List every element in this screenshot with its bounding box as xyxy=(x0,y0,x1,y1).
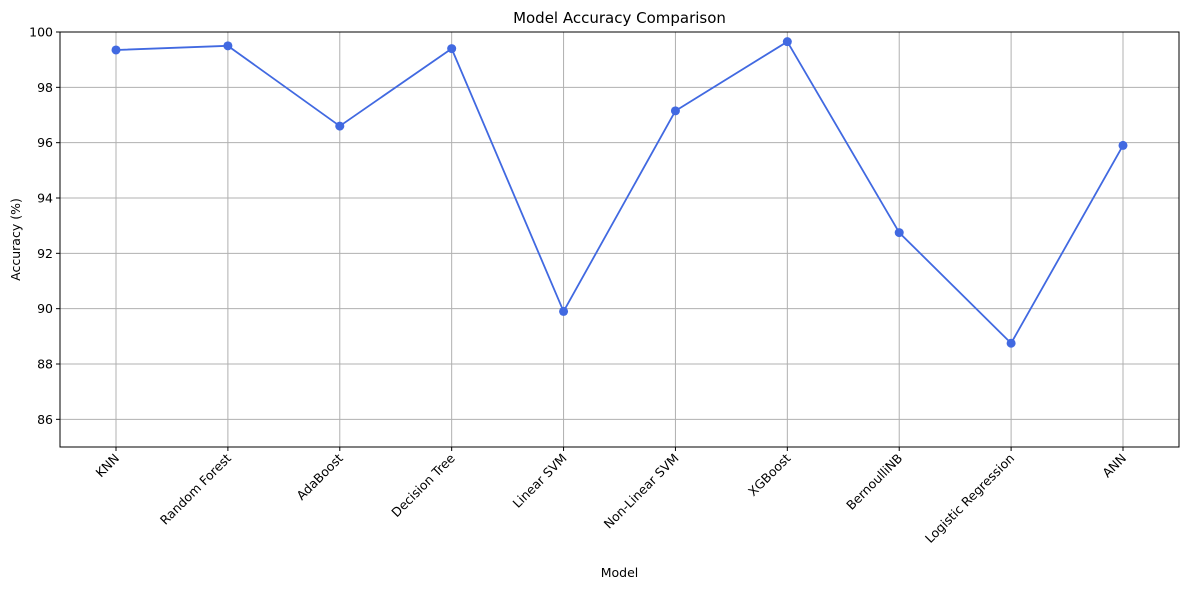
data-point xyxy=(559,306,569,316)
y-tick-label: 90 xyxy=(37,301,53,316)
x-tick-label: Decision Tree xyxy=(388,450,458,520)
x-tick-label: Random Forest xyxy=(157,450,234,527)
x-tick-label: ANN xyxy=(1099,451,1129,481)
x-tick-label: BernoulliNB xyxy=(843,451,905,513)
y-tick-label: 88 xyxy=(37,357,53,372)
x-tick-label: XGBoost xyxy=(745,450,794,499)
y-tick-label: 96 xyxy=(37,135,53,150)
data-point xyxy=(447,44,457,54)
x-tick-label: Linear SVM xyxy=(510,451,570,511)
x-tick-label: Logistic Regression xyxy=(922,451,1017,546)
data-point xyxy=(894,228,904,238)
series-line xyxy=(115,40,1124,345)
data-point xyxy=(111,45,121,55)
x-tick-label: Non-Linear SVM xyxy=(601,451,682,532)
data-point xyxy=(782,37,792,47)
plot-area-frame xyxy=(59,31,1180,448)
data-point xyxy=(335,121,345,131)
data-point xyxy=(223,41,233,51)
y-tick-label: 100 xyxy=(29,25,53,40)
x-axis-title: Model xyxy=(601,565,639,580)
data-point xyxy=(1006,338,1016,348)
y-tick-label: 92 xyxy=(37,246,53,261)
y-tick-label: 98 xyxy=(37,80,53,95)
y-tick-label: 86 xyxy=(37,412,53,427)
data-point xyxy=(670,106,680,116)
y-tick-label: 94 xyxy=(37,191,53,206)
x-tick-label: KNN xyxy=(92,451,122,481)
grid xyxy=(60,31,1179,447)
chart-title: Model Accuracy Comparison xyxy=(513,9,726,27)
y-axis: 86 88 90 92 94 96 98 100 xyxy=(29,25,60,427)
x-tick-label: AdaBoost xyxy=(293,450,346,503)
x-axis: KNN Random Forest AdaBoost Decision Tree Lin… xyxy=(92,447,1129,546)
data-point xyxy=(1118,140,1128,150)
y-axis-title: Accuracy (%) xyxy=(8,198,23,281)
series-layer xyxy=(111,37,1128,348)
